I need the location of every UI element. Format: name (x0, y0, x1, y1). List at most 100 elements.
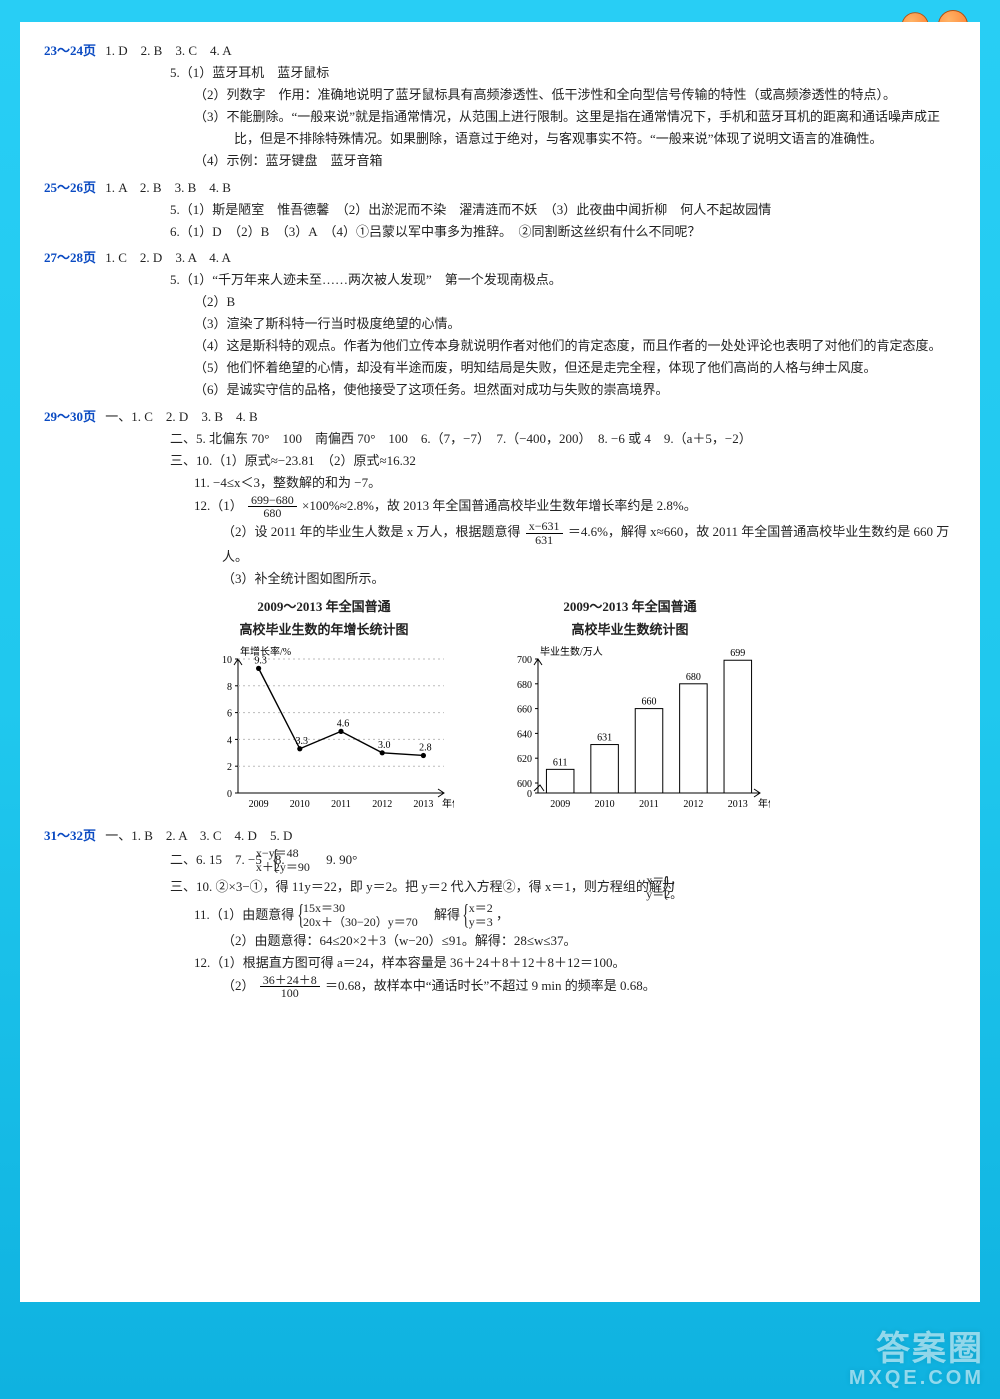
answer-line: 11.（1）由题意得 { 15x＝30 20x＋（30−20）y＝70 解得 {… (194, 902, 956, 930)
svg-text:2010: 2010 (595, 799, 615, 810)
svg-text:2009: 2009 (249, 799, 269, 810)
svg-text:2013: 2013 (413, 799, 433, 810)
answer-line: （2） 36＋24＋8 100 ＝0.68，故样本中“通话时长”不超过 9 mi… (222, 974, 956, 1000)
answer-line: 12.（1） 699−680 680 ×100%≈2.8%，故 2013 年全国… (194, 494, 956, 520)
charts-row: 2009～2013 年全国普通 高校毕业生数的年增长统计图 0246810200… (194, 596, 956, 820)
text: 11.（1）由题意得 (194, 907, 294, 922)
svg-text:毕业生数/万人: 毕业生数/万人 (540, 645, 603, 658)
svg-text:0: 0 (227, 789, 232, 800)
section-23-24: 23～24页 1. D 2. B 3. C 4. A 5.（1）蓝牙耳机 蓝牙鼠… (44, 40, 956, 173)
line-chart: 2009～2013 年全国普通 高校毕业生数的年增长统计图 0246810200… (194, 596, 454, 820)
fraction: 699−680 680 (248, 494, 297, 520)
section-29-30: 29～30页 一、1. C 2. D 3. B 4. B 二、5. 北偏东 70… (44, 406, 956, 821)
answer-line: 5.（1）蓝牙耳机 蓝牙鼠标 (170, 62, 956, 84)
svg-text:2010: 2010 (290, 799, 310, 810)
answer-line: （3）渲染了斯科特一行当时极度绝望的心情。 (194, 313, 956, 335)
answer-line: 三、10. ②×3−①，得 11y＝22，即 y＝2。把 y＝2 代入方程②，得… (170, 874, 956, 902)
section-31-32: 31～32页 一、1. B 2. A 3. C 4. D 5. D 二、6. 1… (44, 825, 956, 1000)
section-27-28: 27～28页 1. C 2. D 3. A 4. A 5.（1）“千万年来人迹未… (44, 247, 956, 402)
fraction: x−631 631 (526, 520, 563, 546)
answer-line: （4）这是斯科特的观点。作者为他们立传本身就说明作者对他们的肯定态度，而且作者的… (194, 335, 956, 357)
page-range: 25～26页 (44, 180, 96, 195)
eq-top: x＝2 (469, 902, 493, 916)
eq-bot: x＋2y＝90 (280, 861, 310, 875)
eq-bot: y＝3 (469, 916, 493, 930)
svg-text:680: 680 (517, 679, 532, 690)
denominator: 631 (526, 534, 563, 547)
svg-text:0: 0 (527, 789, 532, 800)
text: （2） (222, 978, 255, 993)
answer-line: （4）示例：蓝牙键盘 蓝牙音箱 (194, 150, 956, 172)
text: 三、10. ②×3−①，得 11y＝22，即 y＝2。把 y＝2 代入方程②，得… (170, 879, 675, 894)
answer-line: 1. C 2. D 3. A 4. A (105, 250, 231, 265)
svg-text:2011: 2011 (639, 799, 659, 810)
svg-text:2011: 2011 (331, 799, 351, 810)
answer-line: 二、5. 北偏东 70° 100 南偏西 70° 100 6.（7，−7） 7.… (170, 428, 956, 450)
answer-line: （3）补全统计图如图所示。 (222, 568, 956, 590)
svg-text:9.3: 9.3 (254, 655, 267, 666)
page-range: 23～24页 (44, 43, 96, 58)
eq-top: x＝1， (670, 874, 688, 888)
answer-line: （2）B (194, 291, 956, 313)
answer-line: （2）设 2011 年的毕业生人数是 x 万人，根据题意得 x−631 631 … (222, 520, 956, 568)
answer-line: 5.（1）斯是陋室 惟吾德馨 （2）出淤泥而不染 濯清涟而不妖 （3）此夜曲中闻… (170, 199, 956, 221)
text: ×100%≈2.8%，故 2013 年全国普通高校毕业生数年增长率约是 2.8%… (302, 498, 697, 513)
text: （2）设 2011 年的毕业生人数是 x 万人，根据题意得 (222, 524, 521, 539)
answer-line: 二、6. 15 7. −5 8. { x−y＝48 x＋2y＝90 9. 90° (170, 847, 956, 875)
svg-text:2009: 2009 (550, 799, 570, 810)
text: ， (496, 907, 509, 922)
svg-text:8: 8 (227, 681, 232, 692)
numerator: 36＋24＋8 (260, 974, 320, 988)
equation-system: { x＝2 y＝3 (463, 902, 492, 930)
chart-title: 2009～2013 年全国普通 高校毕业生数的年增长统计图 (239, 596, 408, 640)
svg-text:2012: 2012 (683, 799, 703, 810)
answer-line: 一、1. C 2. D 3. B 4. B (105, 409, 257, 424)
answer-sheet: 23～24页 1. D 2. B 3. C 4. A 5.（1）蓝牙耳机 蓝牙鼠… (20, 22, 980, 1302)
page-range: 31～32页 (44, 828, 96, 843)
svg-text:699: 699 (730, 648, 745, 659)
text: ＝0.68，故样本中“通话时长”不超过 9 min 的频率是 0.68。 (325, 978, 656, 993)
svg-text:700: 700 (517, 655, 532, 666)
svg-text:4.6: 4.6 (337, 718, 350, 729)
eq-top: x−y＝48 (280, 847, 310, 861)
svg-text:600: 600 (517, 779, 532, 790)
eq-top: 15x＝30 (303, 902, 418, 916)
denominator: 680 (248, 507, 297, 520)
answer-line: （2）由题意得：64≤20×2＋3（w−20）≤91。解得：28≤w≤37。 (222, 930, 956, 952)
bar-chart-svg: 0600620640660680700毕业生数/万人年份611200963120… (490, 641, 770, 821)
numerator: 699−680 (248, 494, 297, 508)
svg-text:10: 10 (222, 655, 232, 666)
chart-title: 2009～2013 年全国普通 高校毕业生数统计图 (563, 596, 696, 640)
watermark: 答案圈 MXQE.COM (849, 1332, 984, 1389)
bar-chart: 2009～2013 年全国普通 高校毕业生数统计图 06006206406606… (490, 596, 770, 820)
answer-line: 6.（1）D （2）B （3）A （4）①吕蒙以军中事多为推辞。 ②同割断这丝织… (170, 221, 956, 243)
equation-system: { 15x＝30 20x＋（30−20）y＝70 (298, 902, 418, 930)
answer-line: 1. A 2. B 3. B 4. B (105, 180, 231, 195)
answer-line: 三、10.（1）原式≈−23.81 （2）原式≈16.32 (170, 450, 956, 472)
equation-system: { x＝1， y＝2。 (678, 874, 688, 902)
svg-text:660: 660 (642, 696, 657, 707)
svg-text:660: 660 (517, 704, 532, 715)
eq-bot: y＝2。 (670, 888, 688, 902)
svg-text:4: 4 (227, 735, 232, 746)
answer-line: （3）不能删除。“一般来说”就是指通常情况，从范围上进行限制。这里是指在通常情况… (194, 106, 956, 150)
page-background: 暑假作业 23～24页 1. D 2. B 3. C 4. A 5.（1）蓝牙耳… (0, 0, 1000, 1399)
svg-text:640: 640 (517, 729, 532, 740)
page-range: 27～28页 (44, 250, 96, 265)
numerator: x−631 (526, 520, 563, 534)
svg-text:年份: 年份 (442, 797, 454, 810)
fraction: 36＋24＋8 100 (260, 974, 320, 1000)
watermark-text: 答案圈 (876, 1330, 984, 1368)
svg-text:年份: 年份 (758, 797, 770, 810)
svg-text:631: 631 (597, 732, 612, 743)
answer-line: （5）他们怀着绝望的心情，却没有半途而废，明知结局是失败，但还是走完全程，体现了… (194, 357, 956, 379)
denominator: 100 (260, 987, 320, 1000)
watermark-sub: MXQE.COM (849, 1368, 984, 1389)
svg-text:3.3: 3.3 (296, 735, 309, 746)
text: 12.（1） (194, 498, 243, 513)
svg-text:3.0: 3.0 (378, 739, 391, 750)
eq-bot: 20x＋（30−20）y＝70 (303, 916, 418, 930)
svg-text:611: 611 (553, 757, 568, 768)
text: 9. 90° (313, 852, 357, 867)
equation-system: { x−y＝48 x＋2y＝90 (288, 847, 310, 875)
